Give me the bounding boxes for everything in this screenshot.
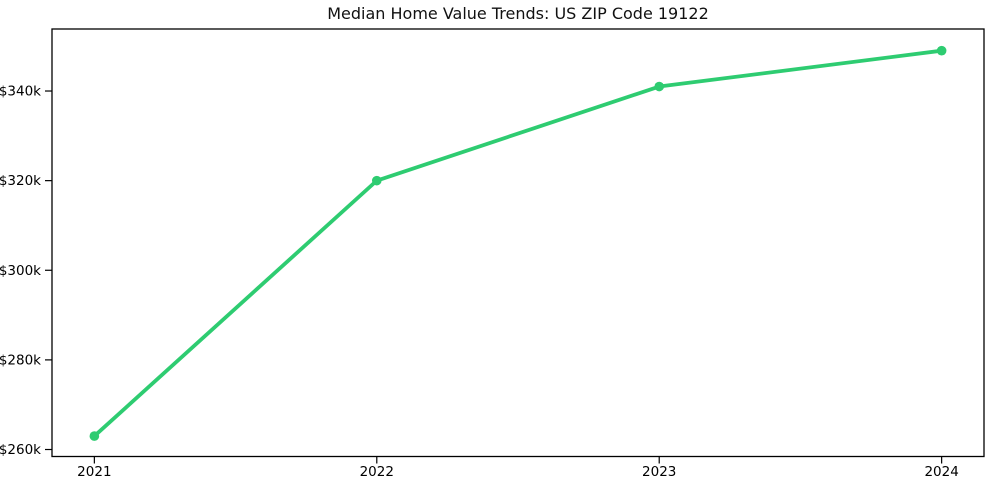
y-tick-label: $340k: [0, 84, 41, 100]
y-tick-label: $260k: [0, 442, 41, 458]
y-tick-label: $300k: [0, 263, 41, 279]
y-tick-label: $320k: [0, 173, 41, 189]
x-tick-label: 2024: [924, 464, 958, 480]
x-tick-label: 2022: [360, 464, 394, 480]
data-point-marker: [371, 175, 382, 186]
y-tick-label: $280k: [0, 352, 41, 368]
data-point-marker: [89, 431, 100, 441]
trend-line: [92, 48, 944, 438]
x-tick-label: 2021: [77, 464, 111, 480]
data-point-marker: [654, 81, 665, 92]
chart-title: Median Home Value Trends: US ZIP Code 19…: [327, 4, 709, 23]
plot-border: [51, 28, 985, 458]
data-point-marker: [936, 45, 947, 56]
x-tick-label: 2023: [642, 464, 676, 480]
